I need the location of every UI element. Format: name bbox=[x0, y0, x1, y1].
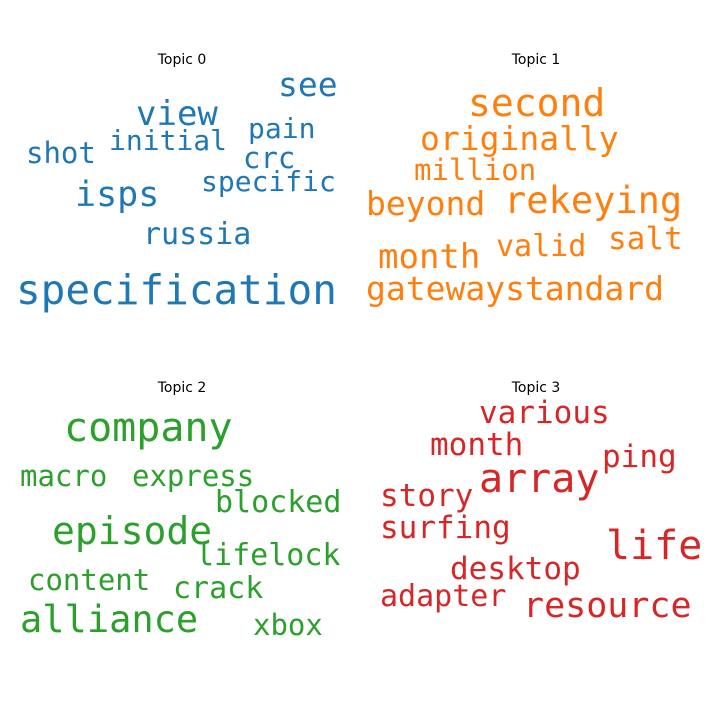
topic-1-word: second bbox=[468, 81, 606, 125]
topic-3-panel: Topic 3 array life resource various month pin… bbox=[366, 380, 706, 680]
topic-3-word: desktop bbox=[450, 551, 581, 587]
topic-1-word: rekeying bbox=[504, 179, 683, 222]
topic-2-word: express bbox=[132, 459, 255, 493]
topic-0-cloud: specification isps see view russia pain crc spe… bbox=[12, 52, 352, 352]
topic-1-word: month bbox=[378, 237, 481, 277]
topic-1-panel: Topic 1 second rekeying originally gateways… bbox=[366, 52, 706, 352]
topic-3-word: surfing bbox=[380, 510, 511, 546]
topic-0-word: specific bbox=[201, 165, 336, 198]
topic-0-word: shot bbox=[26, 136, 96, 170]
topic-2-cloud: company episode alliance macro express blocke… bbox=[12, 380, 352, 680]
topic-1-word: valid bbox=[496, 229, 587, 264]
topic-3-cloud: array life resource various month ping story su… bbox=[366, 380, 706, 680]
topic-1-title: Topic 1 bbox=[511, 52, 561, 68]
topic-2-word: crack bbox=[173, 571, 264, 606]
topic-3-word: adapter bbox=[380, 579, 507, 614]
topic-0-word: initial bbox=[109, 124, 228, 157]
topic-2-word: blocked bbox=[215, 485, 342, 520]
topic-0-word: pain bbox=[248, 112, 316, 145]
topic-0-word: russia bbox=[143, 217, 252, 252]
topic-0-word: specification bbox=[16, 266, 337, 314]
topic-3-word: month bbox=[430, 427, 524, 463]
topic-2-word: company bbox=[64, 405, 233, 451]
topic-2-word: episode bbox=[52, 509, 213, 553]
topic-1-word: originally bbox=[420, 119, 619, 158]
topic-3-word: various bbox=[479, 395, 610, 431]
topic-1-word: gatewaystandard bbox=[366, 269, 665, 308]
topic-0-title: Topic 0 bbox=[157, 52, 207, 68]
topic-0-panel: Topic 0 specification isps see view russia pa… bbox=[12, 52, 352, 352]
topic-2-panel: Topic 2 company episode alliance macro expre… bbox=[12, 380, 352, 680]
topic-1-word: million bbox=[414, 153, 537, 187]
topic-0-word: view bbox=[136, 94, 218, 134]
topic-1-cloud: second rekeying originally gatewaystandard b… bbox=[366, 52, 706, 352]
topic-1-word: salt bbox=[608, 221, 683, 257]
topic-1-word: beyond bbox=[366, 184, 486, 223]
topic-0-word: isps bbox=[75, 175, 160, 215]
topic-3-word: story bbox=[380, 478, 474, 514]
topic-3-word: ping bbox=[602, 439, 677, 475]
topic-3-word: array bbox=[479, 456, 600, 502]
topic-0-word: see bbox=[278, 65, 338, 104]
topic-2-word: macro bbox=[20, 459, 108, 493]
topic-2-word: alliance bbox=[20, 598, 199, 641]
topic-3-word: life bbox=[606, 523, 703, 569]
topic-2-word: xbox bbox=[253, 608, 323, 642]
topic-0-word: crc bbox=[243, 141, 296, 175]
topic-2-title: Topic 2 bbox=[157, 380, 207, 396]
topic-3-title: Topic 3 bbox=[511, 380, 561, 396]
topic-3-word: resource bbox=[523, 586, 692, 626]
topic-2-word: lifelock bbox=[196, 538, 341, 573]
topic-2-word: content bbox=[28, 563, 151, 597]
